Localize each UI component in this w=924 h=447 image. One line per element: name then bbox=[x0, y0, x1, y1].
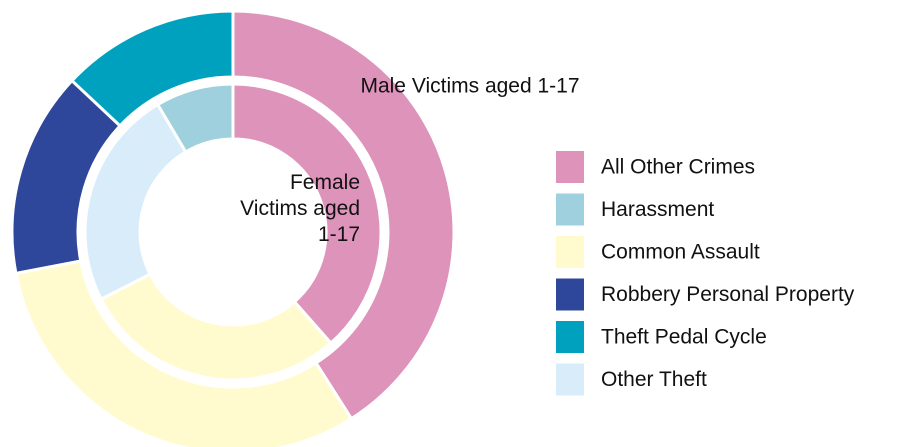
legend-label: Other Theft bbox=[601, 368, 707, 391]
inner-ring-label: Female Victims aged 1-17 bbox=[240, 171, 360, 246]
donut-segment bbox=[14, 259, 354, 447]
legend-label: Harassment bbox=[601, 198, 714, 221]
legend-label: Robbery Personal Property bbox=[601, 283, 855, 306]
legend-label: All Other Crimes bbox=[601, 156, 755, 179]
donut-segment bbox=[231, 9, 456, 421]
donut-segment bbox=[99, 272, 333, 382]
legend-swatch bbox=[556, 151, 584, 183]
legend-swatch bbox=[556, 193, 584, 226]
donut-segment bbox=[10, 78, 123, 276]
legend-swatch bbox=[556, 236, 584, 268]
legend-swatch bbox=[556, 321, 584, 353]
donut-segment bbox=[83, 102, 188, 302]
outer-ring-label: Male Victims aged 1-17 bbox=[360, 75, 579, 98]
legend-swatch bbox=[556, 363, 584, 396]
legend-label: Common Assault bbox=[601, 241, 760, 264]
donut-segment bbox=[231, 82, 383, 346]
legend-swatch bbox=[556, 278, 584, 311]
legend-label: Theft Pedal Cycle bbox=[601, 326, 767, 349]
